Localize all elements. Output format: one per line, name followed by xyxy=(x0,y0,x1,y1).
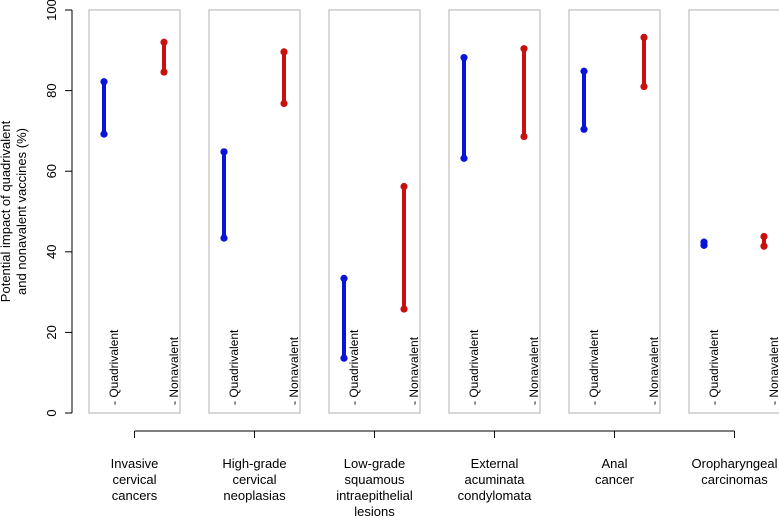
range-low-point xyxy=(460,154,468,162)
series-label: - Quadrivalent xyxy=(467,329,481,405)
series-label: - Quadrivalent xyxy=(227,329,241,405)
range-low-point xyxy=(160,68,168,76)
range-low-point xyxy=(220,234,228,242)
group-panels: - Quadrivalent - Nonavalent - Quadrivalent… xyxy=(88,9,779,414)
range-high-point xyxy=(160,38,168,46)
range-high-point xyxy=(400,182,408,191)
bottom-bracket-axis xyxy=(134,430,735,438)
panel-frame xyxy=(688,9,779,414)
panel-frame xyxy=(568,9,661,414)
category-label: Anal cancer xyxy=(595,456,635,487)
panel-frame xyxy=(448,9,541,414)
category-label: Oropharyngeal carcinomas xyxy=(692,456,778,487)
series-label: - Nonavalent xyxy=(767,336,779,405)
series-label: - Nonavalent xyxy=(167,336,181,405)
category-label-line: neoplasias xyxy=(223,488,286,503)
category-label-line: condylomata xyxy=(458,488,532,503)
range-high-point xyxy=(700,238,708,246)
category-label-line: Low-grade xyxy=(344,456,405,471)
category-label-line: cancer xyxy=(595,472,635,487)
range-high-point xyxy=(760,232,768,241)
group-panel: - Quadrivalent - Nonavalent xyxy=(688,9,779,414)
range-high-point xyxy=(520,45,528,53)
series-label: - Nonavalent xyxy=(527,336,541,405)
range-high-point xyxy=(340,274,348,282)
range-low-point xyxy=(760,242,768,250)
range-high-point xyxy=(220,148,228,156)
range-high-point xyxy=(280,48,288,56)
range-low-point xyxy=(340,354,348,362)
panel-frame xyxy=(88,9,181,414)
category-label: High-grade cervical neoplasias xyxy=(222,456,286,503)
panel-frame xyxy=(208,9,301,414)
y-tick-label: 80 xyxy=(44,83,59,97)
category-label-line: cervical xyxy=(112,472,156,487)
category-label-line: External xyxy=(471,456,519,471)
group-panel: - Quadrivalent - Nonavalent xyxy=(88,9,181,414)
y-tick-label: 40 xyxy=(44,245,59,259)
series-label: - Quadrivalent xyxy=(707,329,721,405)
y-tick-label: 100 xyxy=(44,0,59,21)
series-label: - Nonavalent xyxy=(647,336,661,405)
category-label-line: intraepithelial xyxy=(336,488,413,503)
category-label-line: acuminata xyxy=(465,472,526,487)
range-high-point xyxy=(580,67,588,75)
range-high-point xyxy=(640,33,648,42)
y-axis-title-line: Potential impact of quadrivalent xyxy=(0,120,13,302)
series-label: - Quadrivalent xyxy=(107,329,121,405)
series-label: - Nonavalent xyxy=(287,336,301,405)
category-label-line: Anal xyxy=(601,456,627,471)
group-panel: - Quadrivalent - Nonavalent xyxy=(328,9,421,414)
category-label: Low-grade squamous intraepithelial lesions xyxy=(336,456,413,518)
series-label: - Nonavalent xyxy=(407,336,421,405)
category-label-line: lesions xyxy=(354,504,395,518)
range-low-point xyxy=(100,130,108,138)
series-label: - Quadrivalent xyxy=(347,329,361,405)
category-label: Invasive cervical cancers xyxy=(111,456,159,503)
category-label-line: Invasive xyxy=(111,456,159,471)
range-high-point xyxy=(100,78,108,86)
category-label-line: cancers xyxy=(112,488,158,503)
y-axis-title-line: and nonavalent vaccines (%) xyxy=(14,128,29,295)
y-tick-label: 20 xyxy=(44,325,59,339)
y-tick-label: 0 xyxy=(44,409,59,416)
range-low-point xyxy=(520,132,528,141)
group-panel: - Quadrivalent - Nonavalent xyxy=(568,9,661,414)
y-tick-label: 60 xyxy=(44,164,59,178)
y-axis: 0 20 40 60 80 100 xyxy=(44,0,73,417)
category-label-line: Oropharyngeal xyxy=(692,456,778,471)
range-low-point xyxy=(580,125,588,133)
range-high-point xyxy=(460,53,468,62)
category-label-line: squamous xyxy=(345,472,405,487)
panel-frame xyxy=(328,9,421,414)
category-label: External acuminata condylomata xyxy=(458,456,532,503)
category-label-line: cervical xyxy=(232,472,276,487)
category-label-line: carcinomas xyxy=(701,472,768,487)
group-panel: - Quadrivalent - Nonavalent xyxy=(448,9,541,414)
range-low-point xyxy=(400,305,408,313)
y-axis-title: Potential impact of quadrivalent and nona… xyxy=(0,120,29,302)
category-label-line: High-grade xyxy=(222,456,286,471)
group-panel: - Quadrivalent - Nonavalent xyxy=(208,9,301,414)
range-low-point xyxy=(280,99,288,108)
range-low-point xyxy=(640,82,648,91)
series-label: - Quadrivalent xyxy=(587,329,601,405)
